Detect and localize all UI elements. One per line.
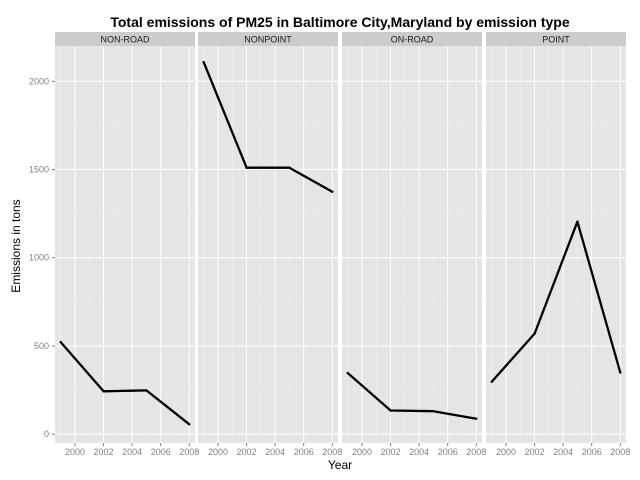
panel-background	[198, 46, 338, 443]
y-tick-label: 1000	[29, 253, 49, 263]
series-line	[59, 341, 191, 426]
facet-panel: ON-ROAD 2000 2002 2004 2006 2008	[342, 32, 486, 457]
facet-panels: NON-ROAD 2000 2002 2004 2006 2008 NONPOINT 2000…	[55, 32, 630, 457]
facet-strip-label: ON-ROAD	[391, 35, 434, 45]
x-tick-label: 2004	[409, 447, 429, 457]
data-point	[346, 371, 349, 375]
x-tick-label: 2000	[208, 447, 228, 457]
x-tick-label: 2004	[122, 447, 142, 457]
x-tick-label: 2008	[466, 447, 486, 457]
x-tick-label: 2008	[179, 447, 199, 457]
x-tick-label: 2002	[525, 447, 545, 457]
facet-strip-label: NONPOINT	[244, 35, 292, 45]
facet-strip	[55, 32, 195, 46]
data-point	[475, 417, 478, 420]
x-axis-title: Year	[328, 458, 352, 472]
facet-strip	[198, 32, 338, 46]
x-tick-label: 2002	[381, 447, 401, 457]
facet-strip-label: POINT	[542, 35, 570, 45]
x-tick-label: 2000	[352, 447, 372, 457]
series-line	[202, 61, 333, 193]
series-line	[346, 372, 477, 420]
data-point	[432, 410, 435, 413]
data-point	[188, 423, 191, 426]
y-tick-label: 1500	[29, 165, 49, 175]
x-tick-label: 2006	[582, 447, 602, 457]
data-point	[533, 332, 536, 335]
y-axis: 0 500 1000 1500 2000	[29, 76, 55, 439]
facet-panel: POINT 2000 2002 2004 2006 2008	[486, 32, 630, 457]
x-tick-label: 2002	[94, 447, 114, 457]
chart-title: Total emissions of PM25 in Baltimore Cit…	[110, 14, 569, 30]
data-point	[288, 166, 291, 169]
data-point	[59, 340, 62, 344]
data-point	[202, 61, 205, 64]
panel-background	[342, 46, 482, 443]
x-tick-label: 2008	[610, 447, 630, 457]
y-axis-title: Emissions in tons	[9, 199, 23, 292]
y-tick-label: 500	[34, 341, 49, 351]
facet-panel: NON-ROAD 2000 2002 2004 2006 2008	[55, 32, 199, 457]
facet-strip	[486, 32, 626, 46]
data-point	[245, 166, 248, 169]
y-tick-label: 0	[44, 429, 49, 439]
facet-panel: NONPOINT 2000 2002 2004 2006 2008	[198, 32, 342, 457]
data-point	[490, 380, 493, 383]
x-tick-label: 2006	[294, 447, 314, 457]
x-tick-label: 2006	[151, 447, 171, 457]
y-tick-label: 2000	[29, 76, 49, 86]
x-tick-label: 2000	[496, 447, 516, 457]
panel-background	[55, 46, 195, 443]
x-tick-label: 2008	[322, 447, 342, 457]
data-point	[102, 390, 105, 393]
data-point	[619, 371, 622, 374]
data-point	[576, 220, 579, 223]
x-tick-label: 2000	[65, 447, 85, 457]
data-point	[145, 389, 148, 392]
data-point	[389, 409, 392, 412]
x-tick-label: 2006	[438, 447, 458, 457]
facet-strip	[342, 32, 482, 46]
series-line	[490, 220, 622, 383]
x-tick-label: 2002	[237, 447, 257, 457]
facet-strip-label: NON-ROAD	[101, 35, 150, 45]
panel-background	[486, 46, 626, 443]
data-point	[331, 190, 334, 193]
x-tick-label: 2004	[265, 447, 285, 457]
x-tick-label: 2004	[553, 447, 573, 457]
